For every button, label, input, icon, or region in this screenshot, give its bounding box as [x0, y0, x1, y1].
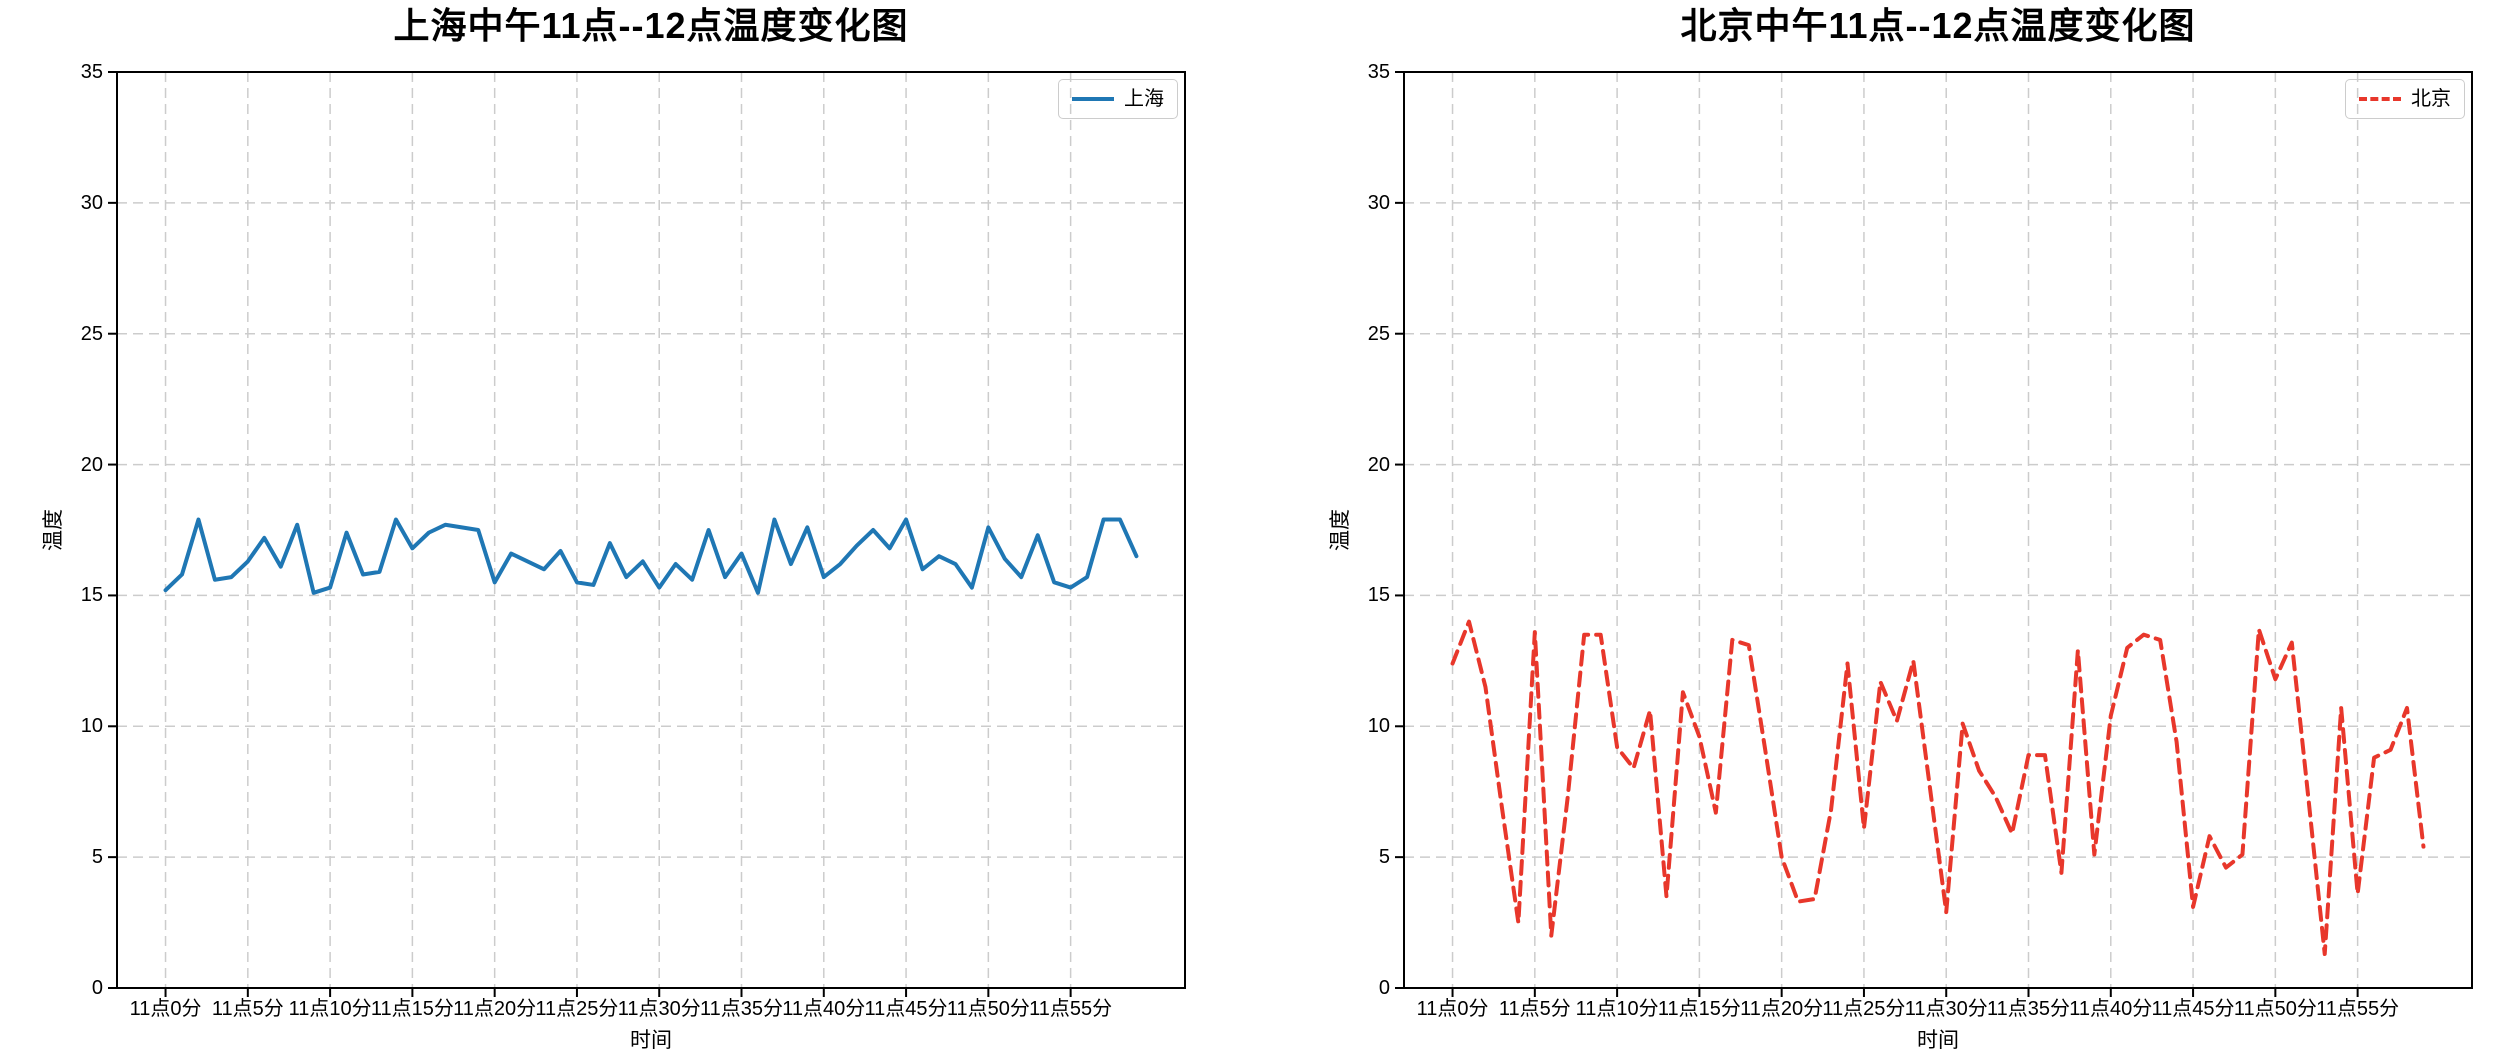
y-axis-label: 温度 — [1329, 509, 1352, 551]
y-tick-label: 15 — [80, 584, 103, 607]
x-tick-label: 11点0分 — [1416, 998, 1489, 1020]
x-tick-label: 11点5分 — [211, 998, 284, 1020]
y-tick-label: 20 — [1367, 453, 1390, 476]
x-tick-label: 11点45分 — [864, 998, 948, 1020]
x-tick-label: 11点10分 — [288, 998, 372, 1020]
y-tick-label: 30 — [1367, 191, 1390, 214]
y-tick-label: 0 — [91, 977, 103, 999]
legend-line-sample — [2359, 97, 2401, 101]
legend-label: 上海 — [1124, 88, 1164, 110]
y-tick-label: 10 — [1367, 715, 1390, 738]
y-axis-label: 温度 — [42, 509, 65, 551]
x-tick-label: 11点40分 — [782, 998, 866, 1020]
x-tick-label: 11点10分 — [1575, 998, 1659, 1020]
x-tick-label: 11点55分 — [2316, 998, 2400, 1020]
x-tick-label: 11点25分 — [535, 998, 619, 1020]
chart-title: 北京中午11点--12点温度变化图 — [1680, 5, 2196, 46]
x-tick-label: 11点15分 — [1657, 998, 1741, 1020]
y-tick-label: 25 — [80, 322, 103, 345]
plot-area — [1395, 71, 2473, 997]
x-tick-label: 11点35分 — [699, 998, 783, 1020]
x-axis-label: 时间 — [1917, 1029, 1959, 1052]
x-tick-label: 11点50分 — [946, 998, 1030, 1020]
y-tick-label: 5 — [1378, 846, 1390, 869]
x-tick-label: 11点5分 — [1498, 998, 1571, 1020]
y-tick-label: 10 — [80, 715, 103, 738]
x-axis-label: 时间 — [630, 1029, 672, 1052]
x-tick-label: 11点50分 — [2233, 998, 2317, 1020]
legend: 北京 — [2345, 79, 2465, 119]
x-tick-label: 11点25分 — [1822, 998, 1906, 1020]
x-tick-label: 11点0分 — [129, 998, 202, 1020]
legend: 上海 — [1058, 79, 1178, 119]
y-tick-label: 0 — [1378, 977, 1390, 999]
x-tick-label: 11点30分 — [1904, 998, 1988, 1020]
x-tick-label: 11点20分 — [1740, 998, 1824, 1020]
x-tick-label: 11点40分 — [2069, 998, 2153, 1020]
x-tick-label: 11点55分 — [1029, 998, 1113, 1020]
y-tick-label: 25 — [1367, 322, 1390, 345]
legend-label: 北京 — [2411, 88, 2451, 110]
chart-title: 上海中午11点--12点温度变化图 — [393, 5, 909, 46]
legend-line-sample — [1072, 97, 1114, 101]
y-tick-label: 30 — [80, 191, 103, 214]
x-tick-label: 11点20分 — [453, 998, 537, 1020]
plot-border — [116, 71, 1186, 989]
y-tick-label: 15 — [1367, 584, 1390, 607]
plot-area — [108, 71, 1186, 997]
y-tick-label: 20 — [80, 453, 103, 476]
data-line — [163, 517, 1139, 595]
y-tick-label: 35 — [80, 61, 103, 83]
plot-border — [1403, 71, 2473, 989]
x-tick-label: 11点30分 — [617, 998, 701, 1020]
data-line — [1450, 619, 2426, 956]
y-tick-label: 35 — [1367, 61, 1390, 83]
x-tick-label: 11点15分 — [370, 998, 454, 1020]
x-tick-label: 11点45分 — [2151, 998, 2235, 1020]
y-tick-label: 5 — [91, 846, 103, 869]
x-tick-label: 11点35分 — [1986, 998, 2070, 1020]
